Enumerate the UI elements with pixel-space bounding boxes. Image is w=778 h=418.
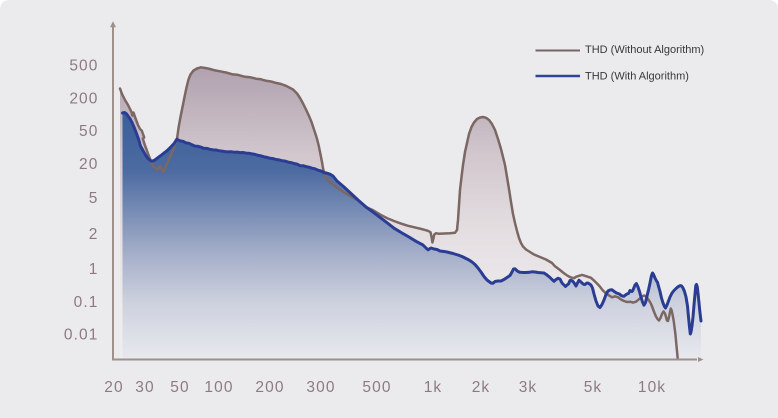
svg-text:THD (Without Algorithm): THD (Without Algorithm) [585,44,704,56]
svg-text:50: 50 [79,123,98,140]
svg-text:THD (With Algorithm): THD (With Algorithm) [585,71,689,83]
svg-text:50: 50 [170,379,189,396]
svg-text:5k: 5k [584,379,603,396]
svg-text:300: 300 [306,379,335,396]
svg-text:20: 20 [104,379,123,396]
svg-text:20: 20 [79,156,98,173]
svg-text:10k: 10k [638,379,666,396]
svg-text:2k: 2k [472,379,491,396]
svg-text:100: 100 [204,379,233,396]
svg-text:500: 500 [69,58,98,75]
svg-text:500: 500 [362,379,391,396]
svg-text:200: 200 [69,91,98,108]
svg-text:5: 5 [89,190,99,207]
svg-text:3k: 3k [519,379,538,396]
svg-text:1k: 1k [424,379,443,396]
svg-text:1: 1 [89,261,99,278]
svg-text:2: 2 [89,226,99,243]
svg-text:0.01: 0.01 [64,327,99,344]
svg-text:30: 30 [135,379,154,396]
svg-text:0.1: 0.1 [74,294,99,311]
svg-text:200: 200 [255,379,284,396]
